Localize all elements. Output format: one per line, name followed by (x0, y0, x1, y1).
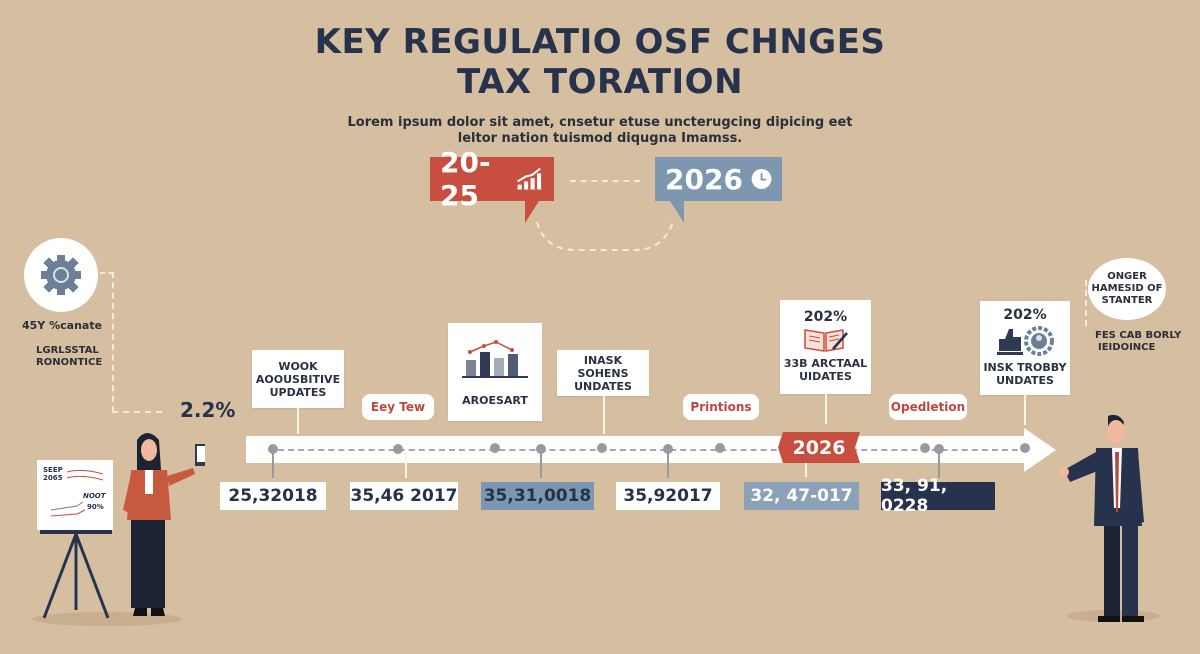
connector-dash (100, 272, 114, 274)
timeline-pill: Printions (683, 394, 759, 420)
easel-board: SEEP 2065 NOOT 90% (37, 460, 113, 530)
easel-text: SEEP (43, 466, 63, 474)
presenter-woman-illustration (123, 433, 205, 616)
card-line: WOOK (278, 359, 318, 373)
connector-dash (570, 180, 640, 182)
card-line: INSK TROBBY (983, 361, 1067, 374)
date-box: 32, 47-017 (744, 482, 859, 510)
card-line: UNDATES (996, 374, 1054, 387)
bubble-line: ONGER (1107, 271, 1147, 282)
thumbs-up-gear-icon (997, 326, 1054, 356)
left-label-line2: RONONTICE (36, 357, 103, 368)
period-bubble-2026: 2026 (655, 157, 782, 201)
easel-stand (40, 530, 112, 619)
info-card: WOOK AOOUSBITIVE UPDATES (252, 350, 344, 408)
book-pen-icon (803, 329, 848, 352)
easel-text: 2065 (43, 474, 63, 482)
bubble-tail (525, 201, 539, 223)
milestone-2026: 2026 (778, 432, 860, 463)
connector-arrow (1024, 395, 1026, 425)
connector-dash (112, 411, 162, 413)
presenter-man-illustration (1059, 414, 1144, 622)
easel-chart-lines (50, 469, 104, 517)
info-card: 202% 33B ARCTAAL UIDATES (780, 300, 871, 394)
connector-dash (112, 272, 114, 412)
left-stat: 45Y %canate (22, 319, 103, 332)
timeline-pill: Opedletion (889, 394, 967, 420)
left-label-line1: LGRLSSTAL (36, 345, 99, 356)
gear-icon-circle (24, 238, 98, 312)
clock-icon (751, 169, 772, 189)
connector-curve (536, 221, 674, 251)
period-label: 20-25 (440, 146, 491, 212)
easel-text: 90% (87, 503, 104, 511)
timeline-pill: Eey Tew (362, 394, 434, 420)
easel-text: NOOT (83, 492, 106, 500)
card-line: INASK SOHENS (577, 353, 629, 380)
date-box: 25,32018 (220, 482, 326, 510)
timeline-dashes (268, 449, 1018, 451)
bar-chart-icon (462, 340, 528, 378)
connector-arrow (297, 408, 299, 434)
date-box: 35,46 2017 (350, 482, 458, 510)
bubble-line: STANTER (1101, 295, 1153, 306)
date-box: 33, 91, 0228 (881, 476, 995, 516)
right-label-line1: FES CAB BORLY (1095, 330, 1182, 341)
card-line: UNDATES (574, 379, 632, 393)
card-line: AROESART (462, 394, 528, 407)
card-heading: 202% (803, 309, 848, 325)
info-bubble: ONGER HAMESID OF STANTER (1088, 258, 1166, 320)
card-line: 33B ARCTAAL (783, 357, 868, 370)
info-card: AROESART (448, 323, 542, 421)
period-bubble-2025: 20-25 (430, 146, 554, 212)
subtitle-line2: leltor nation tuismod diqugna Imamss. (457, 131, 743, 146)
card-line: AOOUSBITIVE (255, 372, 341, 386)
left-value: 2.2% (180, 398, 236, 422)
card-line: UPDATES (269, 385, 327, 399)
bar-chart-trend-icon (517, 167, 542, 190)
subtitle-line1: Lorem ipsum dolor sit amet, cnsetur etus… (347, 115, 853, 130)
connector-dash (1085, 280, 1087, 326)
info-card: INASK SOHENS UNDATES (557, 350, 649, 396)
connector-arrow (825, 394, 827, 424)
info-card: 202% INSK TROBBY UNDATES (980, 301, 1070, 395)
date-box: 35,92017 (616, 482, 720, 510)
period-label: 2026 (665, 162, 743, 196)
connector-arrow (603, 396, 605, 434)
card-heading: 202% (1003, 307, 1047, 323)
bubble-line: HAMESID OF (1091, 283, 1163, 294)
card-line: UIDATES (799, 370, 852, 383)
date-box: 35,31,0018 (481, 482, 594, 510)
gear-icon (41, 255, 81, 295)
right-label-line2: IEIDOINCE (1098, 342, 1156, 353)
page-title-line1: KEY REGULATIO OSF CHNGES (314, 22, 886, 62)
bubble-tail (670, 201, 684, 223)
page-title-line2: TAX TORATION (456, 62, 744, 102)
